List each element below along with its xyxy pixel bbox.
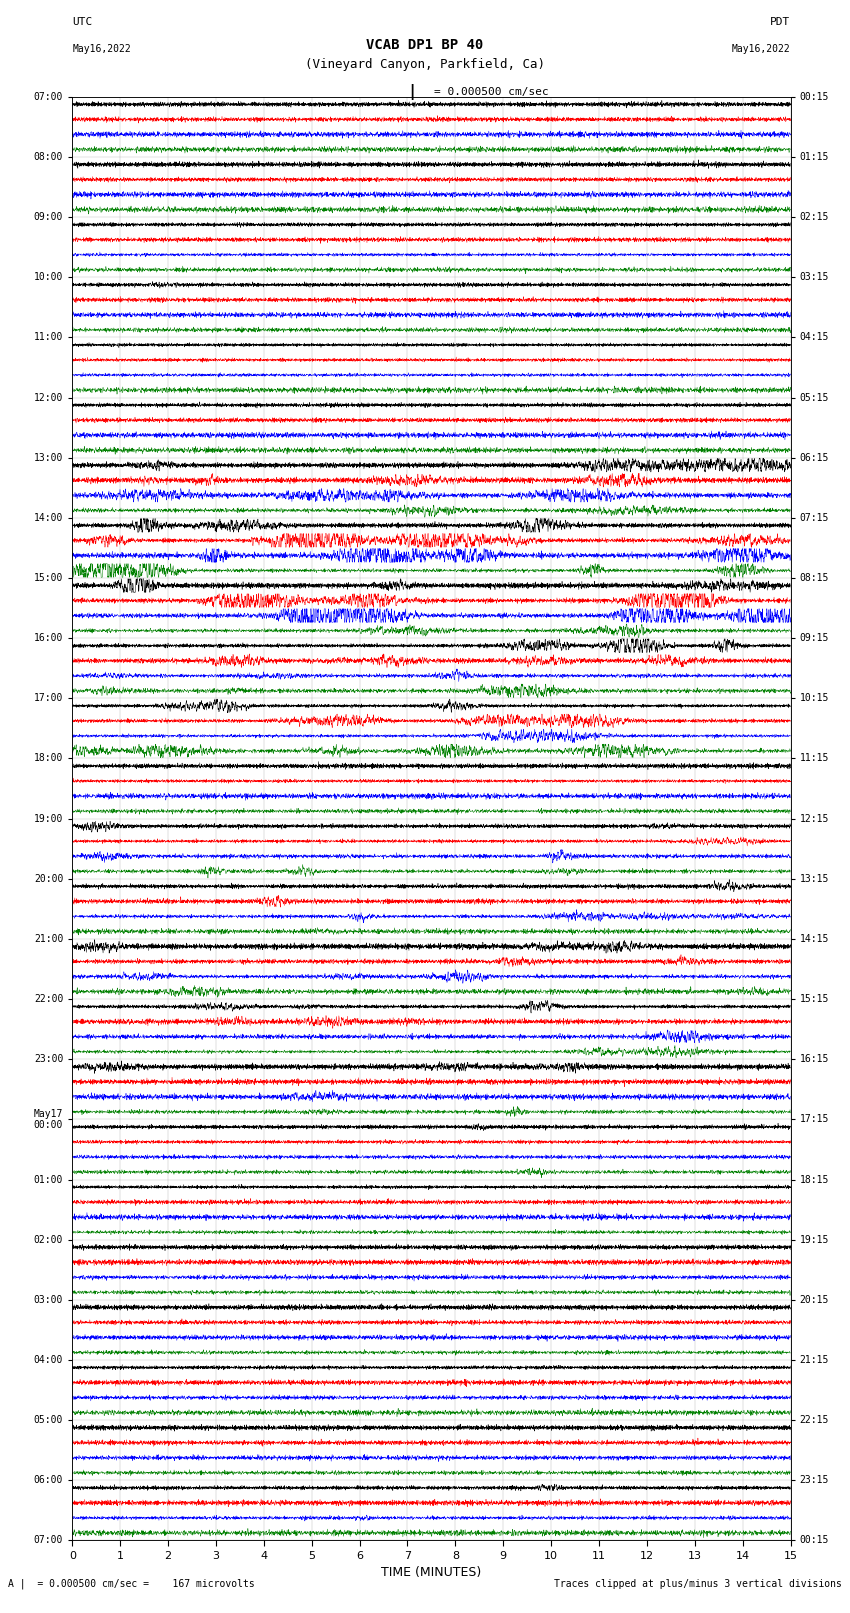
Text: UTC: UTC (72, 18, 93, 27)
X-axis label: TIME (MINUTES): TIME (MINUTES) (382, 1566, 481, 1579)
Text: PDT: PDT (770, 18, 790, 27)
Text: Traces clipped at plus/minus 3 vertical divisions: Traces clipped at plus/minus 3 vertical … (553, 1579, 842, 1589)
Text: May16,2022: May16,2022 (732, 44, 791, 53)
Text: VCAB DP1 BP 40: VCAB DP1 BP 40 (366, 37, 484, 52)
Text: |: | (408, 84, 416, 100)
Text: = 0.000500 cm/sec: = 0.000500 cm/sec (434, 87, 548, 97)
Text: May16,2022: May16,2022 (72, 44, 131, 53)
Text: (Vineyard Canyon, Parkfield, Ca): (Vineyard Canyon, Parkfield, Ca) (305, 58, 545, 71)
Text: A |  = 0.000500 cm/sec =    167 microvolts: A | = 0.000500 cm/sec = 167 microvolts (8, 1579, 255, 1589)
